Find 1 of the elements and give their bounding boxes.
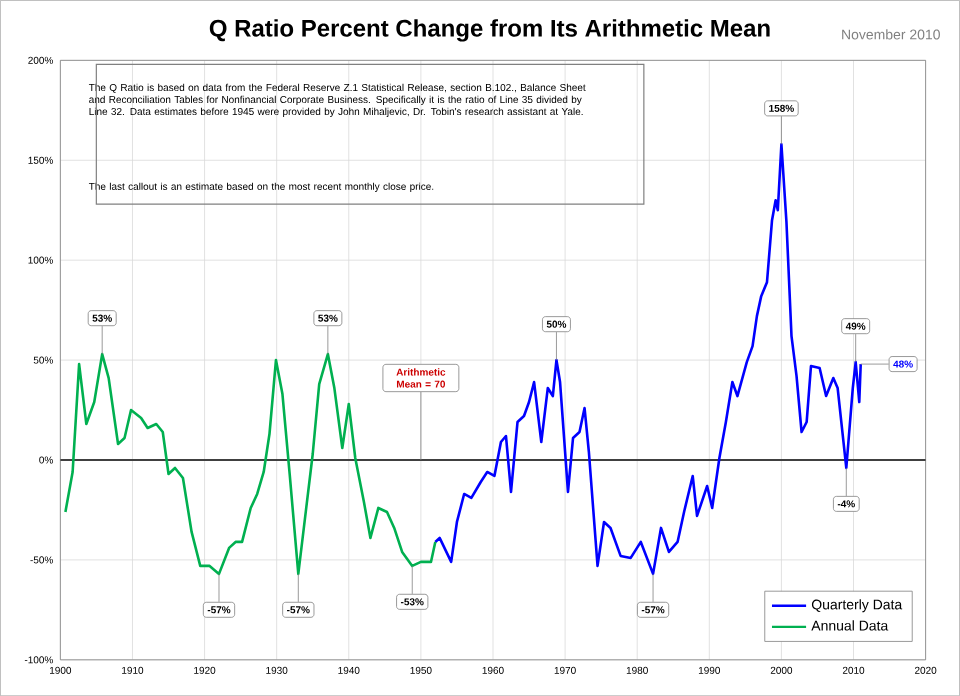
chart-title: Q Ratio Percent Change from Its Arithmetic Mean (209, 19, 770, 42)
